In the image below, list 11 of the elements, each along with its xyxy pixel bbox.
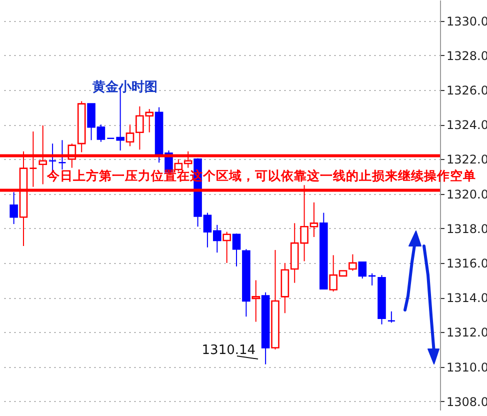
candlestick [232,233,241,267]
candlestick [368,272,376,286]
candlestick [358,261,367,280]
candlestick [348,254,357,272]
candlestick [252,280,260,322]
candlestick [10,192,18,225]
annotation: 1310.14 [202,343,256,358]
candlestick [387,310,396,324]
text: 黄金小时图 [92,80,158,95]
candlestick [58,140,66,170]
candlestick [222,231,231,264]
